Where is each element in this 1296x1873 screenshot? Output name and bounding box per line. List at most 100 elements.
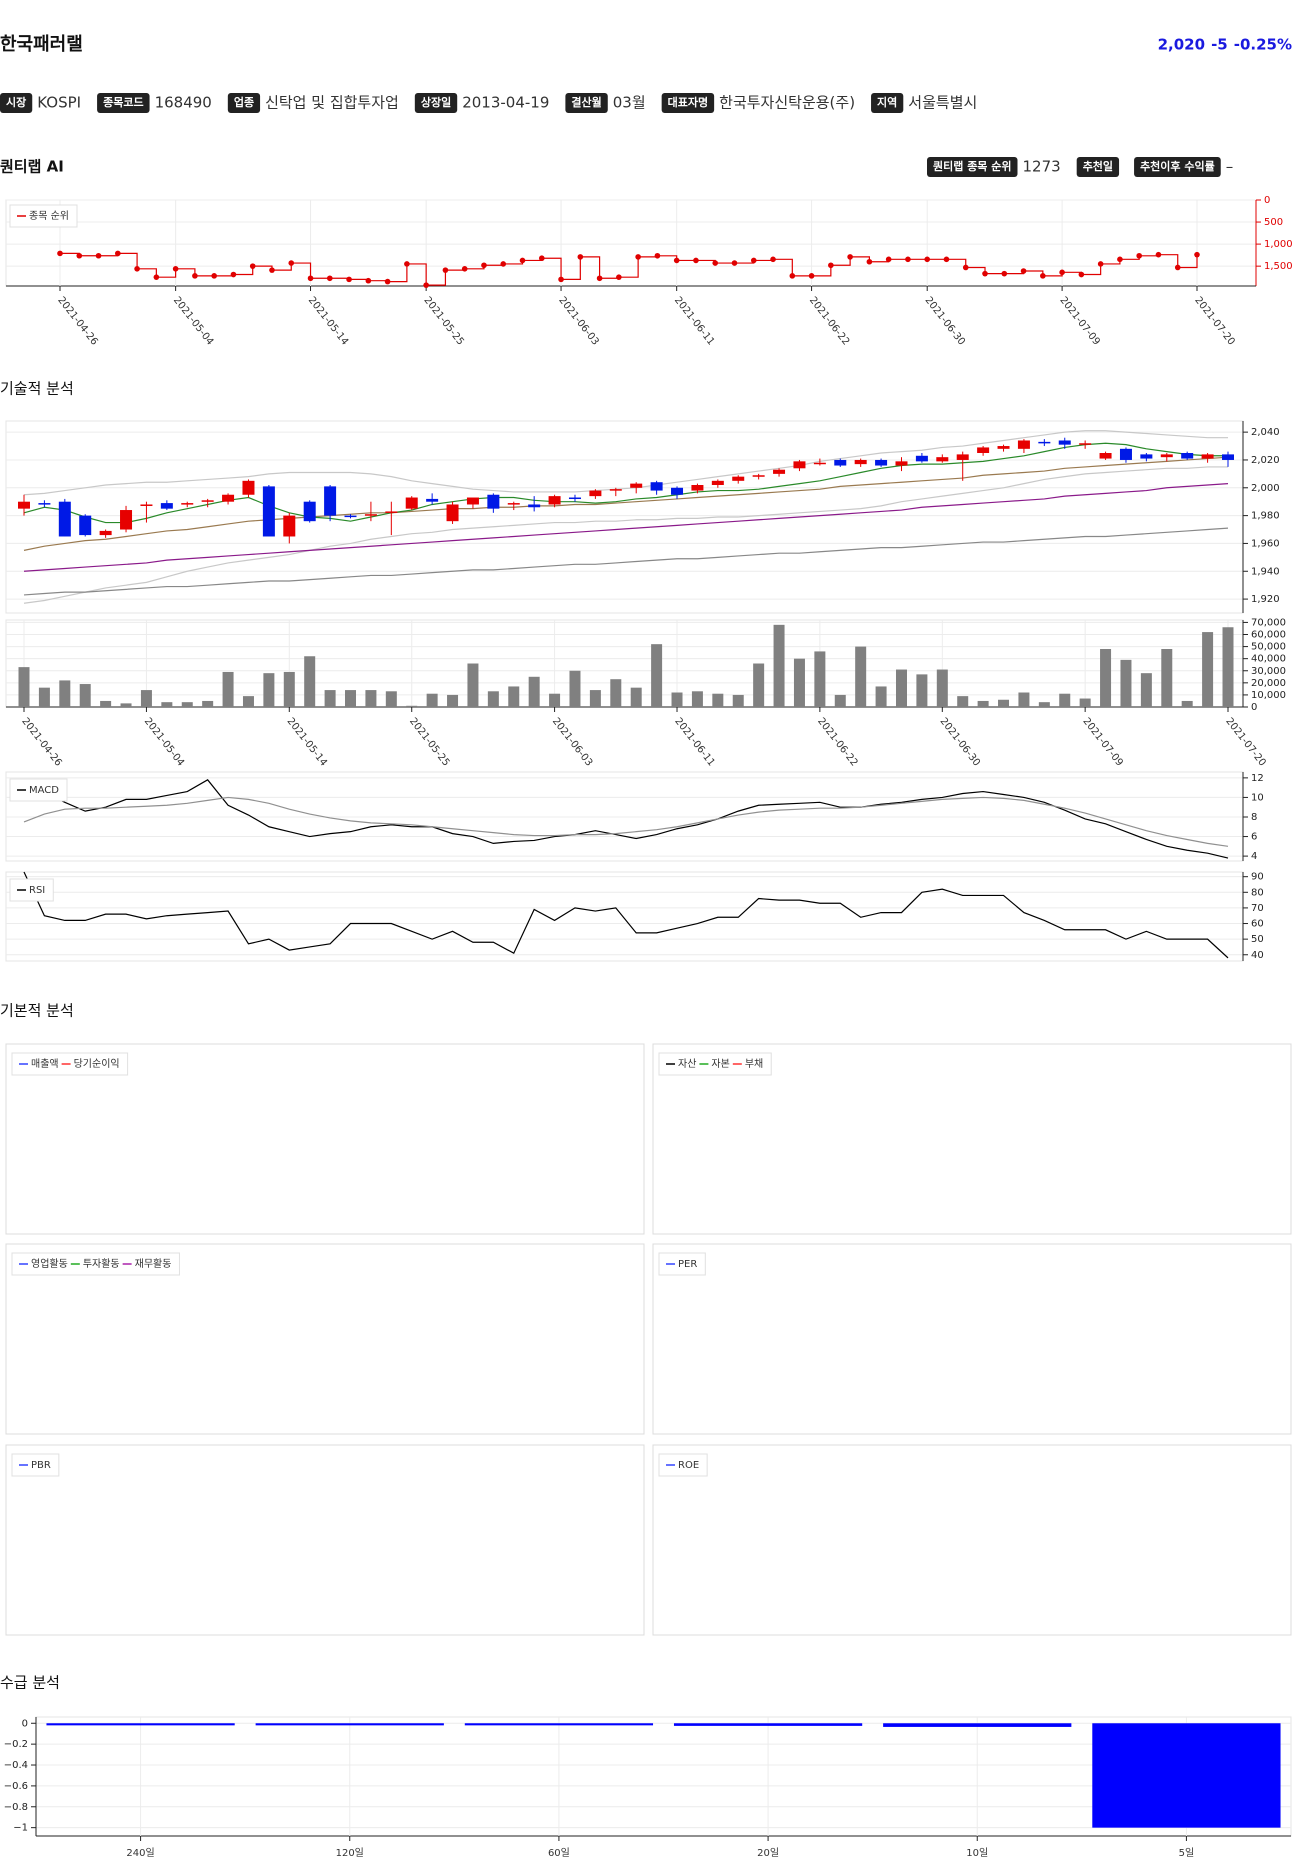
- bar: [916, 674, 928, 707]
- candle-body: [630, 483, 643, 488]
- bar: [120, 703, 132, 707]
- candle-body: [385, 511, 398, 513]
- chart-frame: [5, 1043, 645, 1235]
- candle-body: [977, 447, 990, 453]
- y-tick-label: 0: [1251, 702, 1257, 713]
- section-title: 기술적 분석: [0, 380, 74, 398]
- badge-label: 대표자명: [668, 95, 708, 109]
- candle-body: [466, 497, 479, 505]
- point: [153, 274, 160, 280]
- bar: [1222, 627, 1234, 707]
- y-tick-label: 0: [22, 1718, 28, 1729]
- point: [519, 257, 526, 264]
- badge-value: KOSPI: [37, 94, 81, 112]
- y-tick-label: 10,000: [1251, 690, 1286, 701]
- y-tick-label: 80: [1251, 887, 1264, 898]
- point: [1136, 252, 1142, 259]
- y-tick-label: 30,000: [1251, 666, 1286, 677]
- bar: [1181, 700, 1193, 707]
- stock-name: 한국패러랠: [0, 34, 83, 55]
- bar: [467, 663, 479, 707]
- bar: [385, 691, 397, 707]
- bar: [1018, 692, 1030, 707]
- candle-body: [589, 490, 602, 497]
- point: [1040, 273, 1046, 279]
- chart-frame: [652, 1243, 1292, 1435]
- point: [770, 256, 776, 263]
- y-tick-label: 40,000: [1251, 654, 1286, 665]
- badge-value: 03월: [613, 94, 646, 112]
- badge: [927, 157, 1018, 177]
- bar: [936, 669, 948, 707]
- x-tick-label: 2021-07-09: [1080, 716, 1124, 769]
- bar: [59, 680, 71, 707]
- point: [808, 273, 815, 279]
- chart-frame: [5, 1444, 645, 1636]
- bar: [691, 691, 703, 707]
- point: [905, 256, 911, 263]
- y-tick-label: 40: [1251, 950, 1264, 961]
- bar: [242, 696, 254, 707]
- candle-body: [1140, 454, 1153, 459]
- price-price: 2,020: [1158, 36, 1205, 54]
- bar: [883, 1723, 1072, 1727]
- badge: [227, 93, 261, 113]
- bar: [1161, 649, 1173, 707]
- bar: [1079, 698, 1091, 707]
- bar: [549, 693, 561, 707]
- bar: [895, 669, 907, 707]
- y-tick-label: 0: [1264, 195, 1270, 206]
- candle-body: [875, 459, 888, 466]
- bar: [753, 663, 765, 707]
- bar: [630, 687, 642, 707]
- badge-value: 서울특별시: [908, 94, 977, 112]
- point: [172, 266, 179, 272]
- x-tick-label: 2021-05-14: [306, 295, 350, 348]
- y-tick-label: 1,500: [1264, 261, 1293, 272]
- badge-label: 추천이후 수익률: [1140, 159, 1215, 173]
- candle-body: [813, 462, 826, 465]
- x-tick-label: 2021-06-22: [807, 295, 851, 348]
- bar: [793, 658, 805, 707]
- x-tick-label: 2021-07-20: [1192, 295, 1236, 348]
- x-tick-label: 2021-05-14: [285, 716, 329, 769]
- y-tick-label: 20,000: [1251, 678, 1286, 689]
- point: [616, 274, 622, 280]
- bar: [100, 700, 112, 707]
- point: [211, 273, 217, 279]
- bar: [1140, 673, 1152, 707]
- point: [828, 262, 834, 269]
- badge-label: 지역: [877, 95, 897, 109]
- y-tick-label: 2,040: [1251, 427, 1280, 438]
- badge: [1134, 157, 1221, 177]
- candle-body: [303, 501, 316, 522]
- legend-label: 매출액: [31, 1058, 59, 1070]
- candle-body: [426, 498, 439, 502]
- point: [1117, 256, 1123, 263]
- candle-body: [528, 504, 541, 508]
- badge-value: –: [1226, 158, 1234, 176]
- legend-label: 부채: [745, 1058, 763, 1070]
- x-tick-label: 240일: [126, 1847, 154, 1859]
- candle-body: [222, 494, 235, 502]
- point: [750, 257, 757, 264]
- bar: [814, 651, 826, 707]
- x-tick-label: 2021-04-26: [19, 716, 63, 769]
- bar: [855, 646, 867, 707]
- bar: [1038, 702, 1050, 707]
- candle-body: [507, 503, 520, 505]
- y-tick-label: 50: [1251, 934, 1264, 945]
- bar: [569, 670, 581, 707]
- series-line: [23, 483, 1229, 572]
- point: [442, 267, 449, 273]
- bar: [46, 1723, 235, 1726]
- bar: [365, 690, 377, 707]
- point: [461, 266, 468, 272]
- candle-body: [671, 487, 684, 495]
- y-tick-label: 8: [1251, 812, 1257, 823]
- point: [115, 250, 121, 257]
- point: [481, 262, 487, 269]
- candle-body: [936, 457, 949, 462]
- badge-value: 2013-04-19: [462, 94, 549, 112]
- y-tick-label: −0.4: [4, 1760, 28, 1771]
